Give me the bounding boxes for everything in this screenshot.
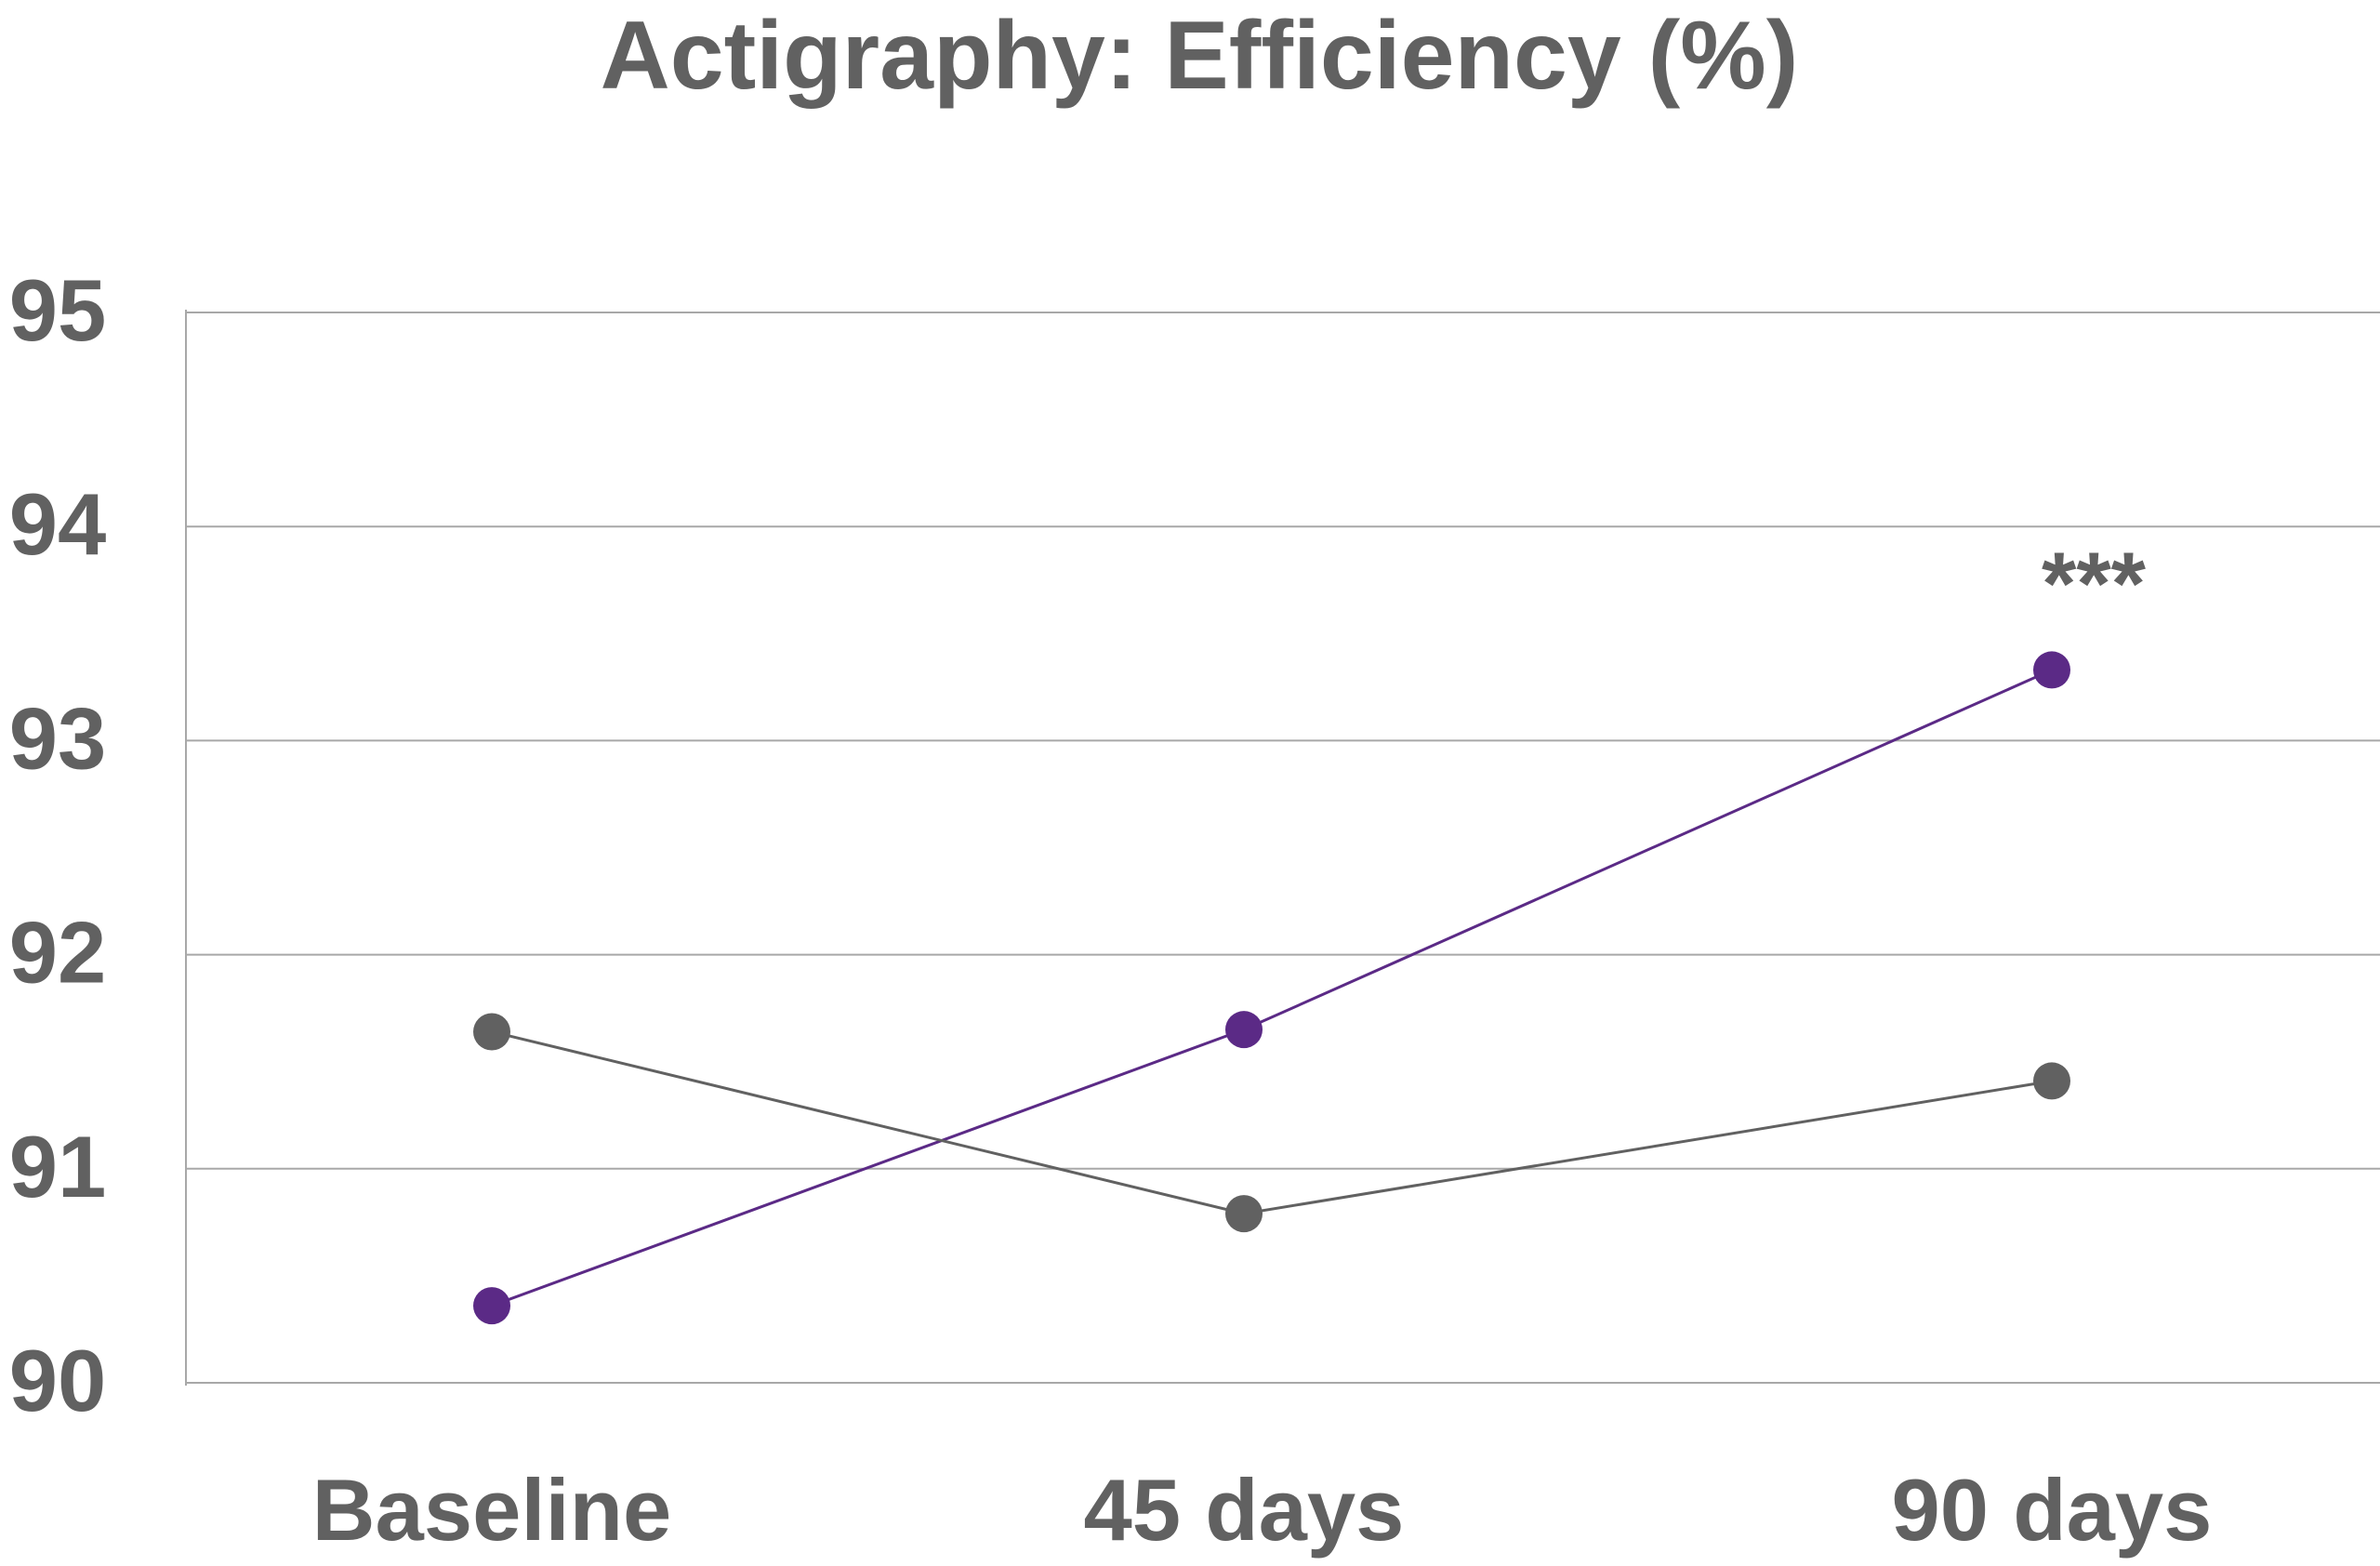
x-tick-label-1: 45 days bbox=[1084, 1461, 1405, 1559]
series-0-point-2 bbox=[2033, 651, 2070, 689]
y-axis-tick-labels: 90 91 92 93 94 95 bbox=[9, 261, 107, 1429]
series-1-point-0 bbox=[473, 1013, 510, 1051]
y-tick-label-94: 94 bbox=[9, 475, 107, 573]
significance-annotation: *** bbox=[2042, 534, 2147, 633]
series-lines bbox=[473, 651, 2070, 1325]
y-tick-label-93: 93 bbox=[9, 689, 107, 787]
y-tick-label-91: 91 bbox=[9, 1118, 107, 1215]
y-tick-label-95: 95 bbox=[9, 261, 107, 359]
gridlines bbox=[186, 312, 2380, 1384]
series-0 bbox=[473, 651, 2070, 1325]
series-1-point-1 bbox=[1225, 1195, 1263, 1233]
x-axis-tick-labels: Baseline 45 days 90 days bbox=[312, 1461, 2213, 1559]
series-0-point-0 bbox=[473, 1287, 510, 1325]
series-1-line bbox=[491, 1030, 2053, 1215]
x-tick-label-0: Baseline bbox=[312, 1461, 672, 1559]
series-1-point-2 bbox=[2033, 1062, 2070, 1100]
chart-title: Actigraphy: Efficiency (%) bbox=[601, 2, 1799, 110]
x-tick-label-2: 90 days bbox=[1892, 1461, 2213, 1559]
annotations: *** bbox=[2042, 534, 2147, 633]
series-1 bbox=[473, 1013, 2070, 1233]
y-tick-label-92: 92 bbox=[9, 904, 107, 1002]
series-0-point-1 bbox=[1225, 1011, 1263, 1049]
y-tick-label-90: 90 bbox=[9, 1332, 107, 1429]
